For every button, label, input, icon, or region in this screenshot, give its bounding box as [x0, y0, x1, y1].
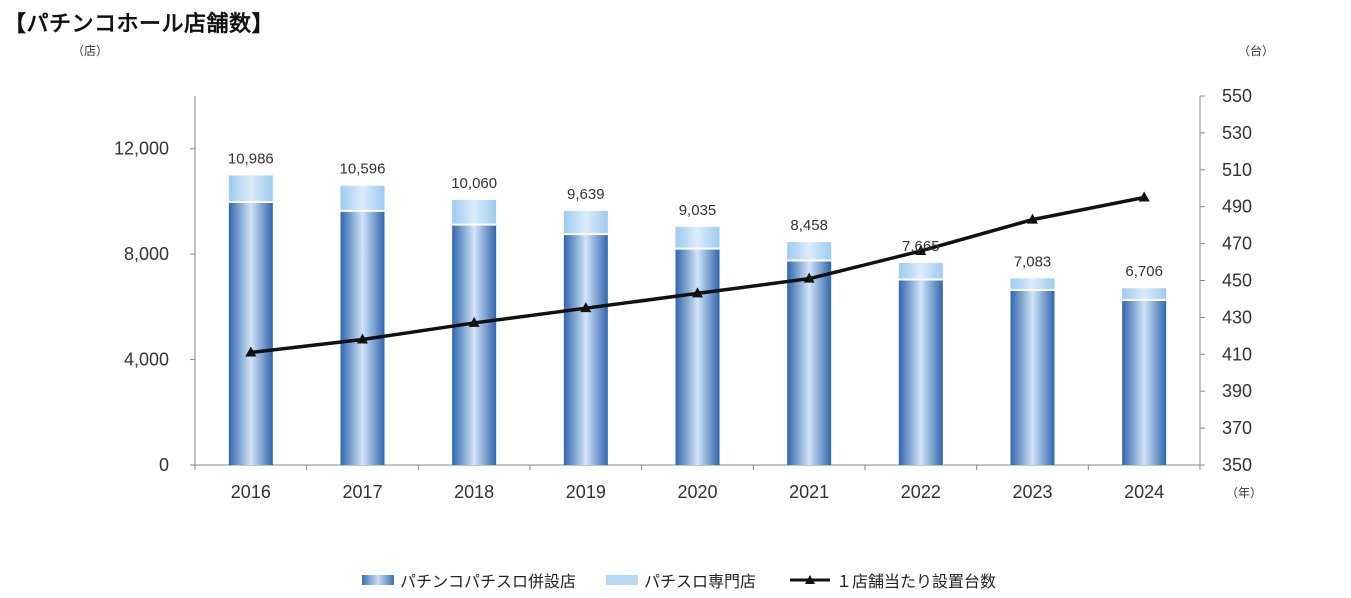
- legend-swatch-line: [790, 575, 830, 584]
- bar-slot-only: [1010, 278, 1055, 290]
- bar-total-label: 6,706: [1125, 263, 1163, 280]
- bar-slot-only: [898, 262, 943, 280]
- left-axis-tick-label: 4,000: [124, 350, 169, 370]
- line-point-marker: [357, 333, 368, 344]
- bar-total-label: 8,458: [790, 217, 828, 234]
- right-axis-tick-label: 530: [1222, 123, 1252, 143]
- bar-slot-only: [228, 175, 273, 202]
- x-axis-tick-label: 2016: [231, 482, 271, 502]
- line-point-marker: [468, 316, 480, 327]
- bar-slot-only: [452, 199, 497, 225]
- bar-total-label: 9,639: [567, 186, 605, 203]
- right-axis-tick-label: 470: [1222, 234, 1252, 254]
- right-axis-tick-label: 450: [1222, 271, 1252, 291]
- right-axis-tick-label: 370: [1222, 418, 1252, 438]
- bar-combined: [1010, 289, 1055, 465]
- line-point-marker: [1027, 213, 1038, 224]
- bar-combined: [898, 279, 943, 465]
- bar-slot-only: [675, 226, 720, 249]
- bar-total-label: 7,665: [902, 238, 940, 255]
- right-axis-tick-label: 410: [1222, 344, 1252, 364]
- bar-combined: [787, 260, 832, 465]
- x-axis-tick-label: 2017: [342, 482, 382, 502]
- right-axis-unit: （台）: [1238, 43, 1274, 58]
- bar-total-label: 10,060: [451, 175, 497, 192]
- right-axis-tick-label: 390: [1222, 381, 1252, 401]
- x-axis-tick-label: 2024: [1124, 482, 1164, 502]
- x-axis-tick-label: 2019: [566, 482, 606, 502]
- bar-combined: [452, 224, 497, 465]
- line-point-marker: [1138, 191, 1150, 202]
- left-axis-unit: （店）: [72, 44, 108, 58]
- bar-total-label: 9,035: [679, 202, 717, 219]
- page-title: 【パチンコホール店舗数】: [4, 12, 275, 37]
- legend-item-combined: パチンコパチスロ併設店: [362, 568, 576, 592]
- bar-combined: [228, 201, 273, 465]
- right-axis-tick-label: 350: [1222, 455, 1252, 475]
- x-axis-tick-label: 2018: [454, 482, 494, 502]
- line-point-marker: [803, 272, 815, 283]
- legend-label-slot: パチスロ専門店: [644, 572, 757, 591]
- line-point-marker: [580, 302, 592, 313]
- bar-total-label: 10,986: [228, 150, 274, 167]
- x-axis-tick-label: 2022: [901, 482, 941, 502]
- legend-label-line: １店舗当たり設置台数: [836, 572, 997, 591]
- legend-label-combined: パチンコパチスロ併設店: [400, 572, 577, 591]
- right-axis-tick-label: 550: [1222, 86, 1252, 106]
- legend: パチンコパチスロ併設店 パチスロ専門店 １店舗当たり設置台数: [0, 568, 1351, 594]
- bar-slot-only: [340, 185, 385, 211]
- legend-item-line: １店舗当たり設置台数: [790, 568, 996, 592]
- x-axis-tick-label: 2020: [677, 482, 717, 502]
- bar-total-label: 10,596: [340, 161, 386, 178]
- left-axis-tick-label: 8,000: [124, 244, 169, 264]
- x-axis-tick-label: 2021: [789, 482, 829, 502]
- line-point-marker: [692, 287, 703, 298]
- x-axis-unit: （年）: [1226, 486, 1262, 500]
- bar-slot-only: [1122, 288, 1167, 301]
- bar-combined: [1122, 300, 1167, 465]
- right-axis-tick-label: 490: [1222, 197, 1252, 217]
- legend-swatch-slot: [606, 575, 638, 585]
- bar-slot-only: [787, 242, 832, 261]
- left-axis-tick-label: 12,000: [114, 139, 169, 159]
- bar-combined: [675, 248, 720, 465]
- bar-total-label: 7,083: [1014, 253, 1052, 270]
- legend-item-slot: パチスロ専門店: [606, 568, 756, 592]
- right-axis-tick-label: 430: [1222, 307, 1252, 327]
- bar-combined: [563, 234, 608, 465]
- chart-plot: 0 4,000 8,000 12,000 350 370 390 410 430 450 470 49…: [72, 43, 1274, 502]
- right-axis-tick-label: 510: [1222, 160, 1252, 180]
- line-point-marker: [245, 346, 257, 357]
- x-axis-tick-label: 2023: [1012, 482, 1052, 502]
- left-axis-tick-label: 0: [159, 455, 169, 475]
- line-point-marker: [915, 244, 927, 255]
- bar-slot-only: [563, 210, 608, 235]
- legend-swatch-combined: [362, 575, 394, 585]
